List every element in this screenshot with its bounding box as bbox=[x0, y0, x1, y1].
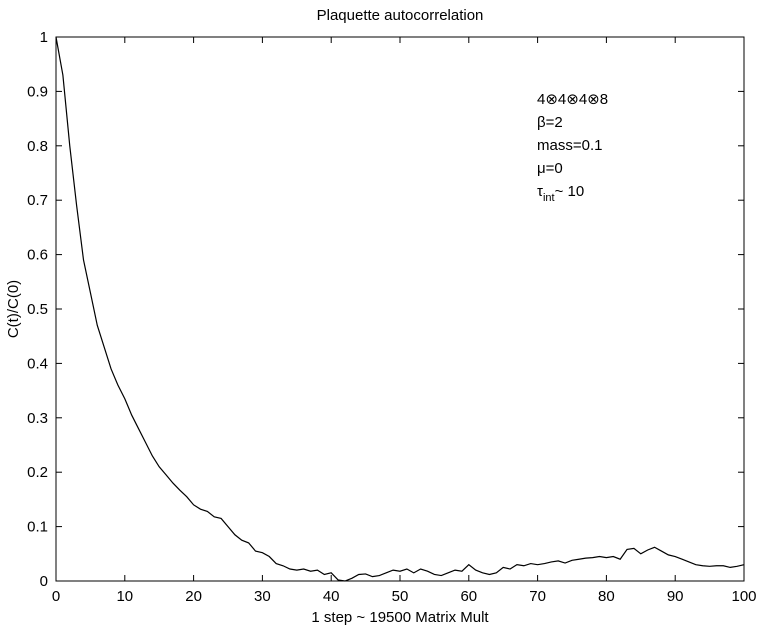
y-tick-label: 0.8 bbox=[27, 138, 48, 155]
data-line bbox=[55, 36, 745, 582]
y-tick-label: 0 bbox=[40, 573, 48, 590]
y-tick-label: 0.7 bbox=[27, 192, 48, 209]
y-axis-label: C(t)/C(0) bbox=[5, 280, 22, 338]
annotation-subscript: int bbox=[543, 192, 555, 204]
x-tick-label: 0 bbox=[52, 588, 60, 605]
y-tick-label: 0.5 bbox=[27, 301, 48, 318]
x-tick-label: 50 bbox=[392, 588, 409, 605]
x-tick-label: 90 bbox=[667, 588, 684, 605]
annotation: τint~ 10 bbox=[537, 183, 584, 204]
annotation-part: τ bbox=[537, 183, 543, 200]
plot-frame bbox=[55, 36, 745, 582]
annotation: mass=0.1 bbox=[537, 137, 602, 154]
y-tick-label: 0.4 bbox=[27, 355, 48, 372]
x-tick-label: 20 bbox=[185, 588, 202, 605]
x-tick-label: 30 bbox=[254, 588, 271, 605]
x-tick-label: 10 bbox=[116, 588, 133, 605]
x-tick-label: 60 bbox=[460, 588, 477, 605]
annotation-part: ~ 10 bbox=[555, 183, 585, 200]
x-axis-label: 1 step ~ 19500 Matrix Mult bbox=[311, 609, 489, 626]
annotation: 4⊗4⊗4⊗8 bbox=[537, 91, 608, 108]
x-tick-label: 40 bbox=[323, 588, 340, 605]
annotation: β=2 bbox=[537, 114, 563, 131]
y-tick-label: 0.6 bbox=[27, 247, 48, 264]
y-tick-label: 1 bbox=[40, 29, 48, 46]
x-tick-label: 70 bbox=[529, 588, 546, 605]
y-tick-label: 0.3 bbox=[27, 410, 48, 427]
y-tick-label: 0.2 bbox=[27, 464, 48, 481]
y-tick-label: 0.9 bbox=[27, 83, 48, 100]
y-tick-label: 0.1 bbox=[27, 519, 48, 536]
x-tick-label: 80 bbox=[598, 588, 615, 605]
chart-title: Plaquette autocorrelation bbox=[317, 7, 484, 24]
annotation: μ=0 bbox=[537, 160, 563, 177]
x-tick-label: 100 bbox=[731, 588, 756, 605]
